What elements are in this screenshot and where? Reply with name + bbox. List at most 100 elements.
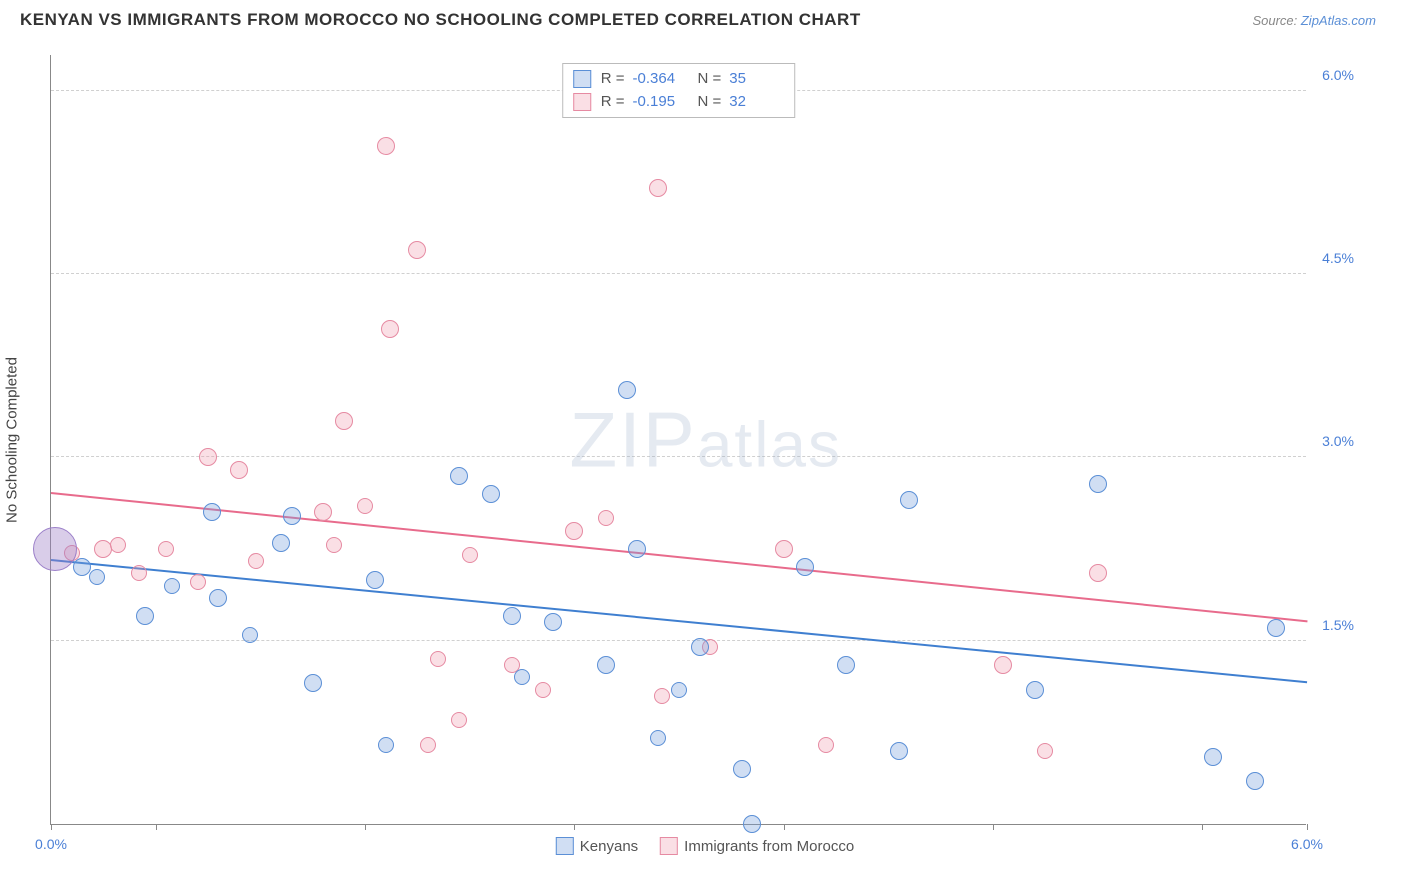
x-tick bbox=[51, 824, 52, 830]
stats-legend-box: R = -0.364 N = 35 R = -0.195 N = 32 bbox=[562, 63, 796, 118]
scatter-point bbox=[131, 565, 147, 581]
x-tick bbox=[156, 824, 157, 830]
swatch-icon bbox=[556, 837, 574, 855]
swatch-icon bbox=[660, 837, 678, 855]
scatter-point bbox=[1089, 564, 1107, 582]
legend-item: Kenyans bbox=[556, 837, 638, 855]
y-tick-label: 6.0% bbox=[1322, 67, 1354, 83]
stat-n-value: 35 bbox=[729, 68, 784, 91]
x-tick bbox=[1202, 824, 1203, 830]
scatter-point bbox=[377, 137, 395, 155]
scatter-point bbox=[242, 627, 258, 643]
scatter-point bbox=[357, 498, 373, 514]
scatter-point bbox=[462, 547, 478, 563]
scatter-point bbox=[1026, 681, 1044, 699]
legend-item: Immigrants from Morocco bbox=[660, 837, 854, 855]
scatter-point bbox=[136, 607, 154, 625]
scatter-point bbox=[158, 541, 174, 557]
scatter-point bbox=[628, 540, 646, 558]
scatter-point bbox=[190, 574, 206, 590]
scatter-point bbox=[450, 467, 468, 485]
title-bar: KENYAN VS IMMIGRANTS FROM MOROCCO NO SCH… bbox=[0, 0, 1406, 40]
swatch-icon bbox=[573, 93, 591, 111]
scatter-point bbox=[649, 179, 667, 197]
scatter-point bbox=[381, 320, 399, 338]
scatter-point bbox=[33, 527, 77, 571]
scatter-point bbox=[1204, 748, 1222, 766]
stat-r-value: -0.364 bbox=[633, 68, 688, 91]
scatter-point bbox=[209, 589, 227, 607]
scatter-point bbox=[366, 571, 384, 589]
stats-row: R = -0.364 N = 35 bbox=[573, 68, 785, 91]
scatter-point bbox=[110, 537, 126, 553]
scatter-point bbox=[283, 507, 301, 525]
stat-r-value: -0.195 bbox=[633, 91, 688, 114]
scatter-point bbox=[691, 638, 709, 656]
swatch-icon bbox=[573, 70, 591, 88]
scatter-point bbox=[272, 534, 290, 552]
gridline-h bbox=[51, 456, 1306, 457]
scatter-point bbox=[408, 241, 426, 259]
stats-row: R = -0.195 N = 32 bbox=[573, 91, 785, 114]
stat-r-label: R = bbox=[601, 68, 625, 91]
scatter-point bbox=[598, 510, 614, 526]
source-credit: Source: ZipAtlas.com bbox=[1252, 13, 1376, 28]
stat-n-label: N = bbox=[698, 68, 722, 91]
scatter-point bbox=[164, 578, 180, 594]
plot-area: ZIPatlas R =-0.364N =35R =-0.195N =32 1.… bbox=[50, 55, 1306, 825]
scatter-point bbox=[650, 730, 666, 746]
scatter-point bbox=[818, 737, 834, 753]
scatter-point bbox=[503, 607, 521, 625]
scatter-point bbox=[565, 522, 583, 540]
scatter-point bbox=[597, 656, 615, 674]
scatter-point bbox=[430, 651, 446, 667]
legend-label: Kenyans bbox=[580, 838, 638, 855]
scatter-point bbox=[248, 553, 264, 569]
legend-label: Immigrants from Morocco bbox=[684, 838, 854, 855]
scatter-point bbox=[743, 815, 761, 833]
y-tick-label: 1.5% bbox=[1322, 617, 1354, 633]
scatter-point bbox=[535, 682, 551, 698]
scatter-point bbox=[420, 737, 436, 753]
y-tick-label: 3.0% bbox=[1322, 433, 1354, 449]
scatter-point bbox=[544, 613, 562, 631]
scatter-point bbox=[733, 760, 751, 778]
scatter-chart: No Schooling Completed ZIPatlas R =-0.36… bbox=[50, 55, 1360, 825]
stat-n-value: 32 bbox=[729, 91, 784, 114]
scatter-point bbox=[890, 742, 908, 760]
scatter-point bbox=[203, 503, 221, 521]
chart-title: KENYAN VS IMMIGRANTS FROM MOROCCO NO SCH… bbox=[20, 10, 861, 30]
y-tick-label: 4.5% bbox=[1322, 250, 1354, 266]
gridline-h bbox=[51, 273, 1306, 274]
scatter-point bbox=[514, 669, 530, 685]
x-tick-label: 0.0% bbox=[35, 836, 67, 852]
scatter-point bbox=[326, 537, 342, 553]
scatter-point bbox=[230, 461, 248, 479]
scatter-point bbox=[199, 448, 217, 466]
scatter-point bbox=[314, 503, 332, 521]
scatter-point bbox=[1246, 772, 1264, 790]
scatter-point bbox=[837, 656, 855, 674]
x-tick bbox=[784, 824, 785, 830]
scatter-point bbox=[1037, 743, 1053, 759]
watermark: ZIPatlas bbox=[569, 394, 842, 485]
scatter-point bbox=[775, 540, 793, 558]
scatter-point bbox=[796, 558, 814, 576]
stat-n-label: N = bbox=[698, 91, 722, 114]
scatter-point bbox=[900, 491, 918, 509]
x-tick bbox=[1307, 824, 1308, 830]
scatter-point bbox=[451, 712, 467, 728]
x-tick-label: 6.0% bbox=[1291, 836, 1323, 852]
trend-line bbox=[51, 492, 1307, 622]
x-tick bbox=[365, 824, 366, 830]
scatter-point bbox=[1089, 475, 1107, 493]
scatter-point bbox=[1267, 619, 1285, 637]
scatter-point bbox=[482, 485, 500, 503]
scatter-point bbox=[671, 682, 687, 698]
scatter-point bbox=[654, 688, 670, 704]
scatter-point bbox=[304, 674, 322, 692]
x-tick bbox=[993, 824, 994, 830]
series-legend: Kenyans Immigrants from Morocco bbox=[556, 837, 854, 855]
scatter-point bbox=[335, 412, 353, 430]
stat-r-label: R = bbox=[601, 91, 625, 114]
